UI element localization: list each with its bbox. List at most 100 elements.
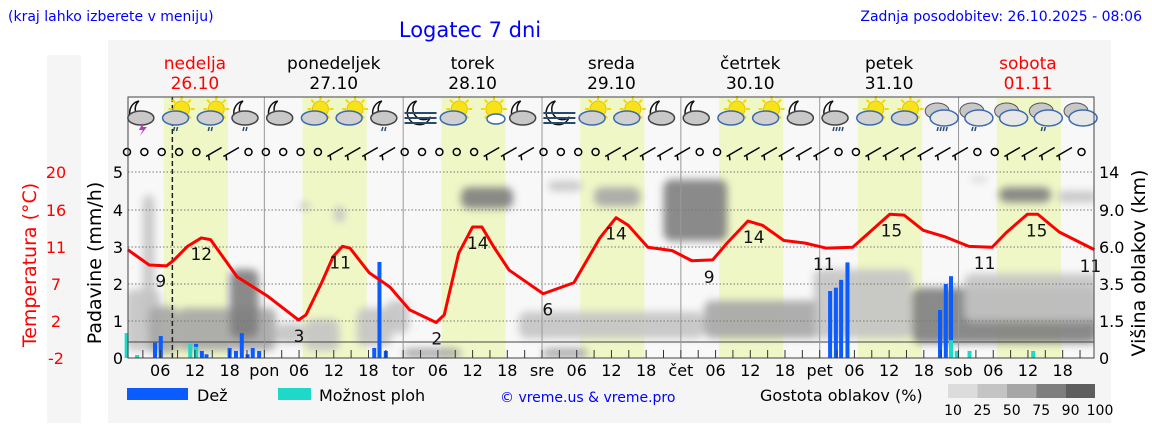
temperature-label: 14 [743, 228, 765, 248]
moon-cloud-rain-icon [231, 100, 259, 132]
wind-barb-icon [813, 146, 830, 161]
cloud-icon [682, 110, 710, 126]
rain-bar [372, 347, 377, 358]
last-updated: Zadnja posodobitev: 26.10.2025 - 08:06 [860, 9, 1142, 25]
cloud-area [518, 311, 704, 339]
cloud-area [970, 177, 988, 182]
legend-rain-label: Dež [197, 386, 228, 405]
rain-drop-icon [971, 126, 974, 132]
day-name: nedelja [164, 54, 226, 74]
cloud-area [304, 319, 340, 351]
calm-wind-icon [851, 147, 861, 157]
temperature-axis-title: Temperatura (°C) [19, 183, 41, 348]
x-tick-label: 06 [567, 361, 587, 380]
wind-barb-shaft [674, 146, 691, 158]
x-tick-label: pet [807, 361, 833, 380]
x-tick-label: tor [392, 361, 415, 380]
density-label: 10 [944, 403, 962, 419]
x-tick-label: 12 [740, 361, 760, 380]
wind-barb-shaft [379, 146, 396, 158]
calm-wind-icon [140, 147, 149, 157]
overcast-heavy-rain-icon [924, 102, 959, 132]
showers-bar [954, 350, 959, 358]
calm-wind-icon [1077, 147, 1086, 157]
calm-wind-icon [157, 147, 166, 157]
cloud-icon [786, 110, 815, 126]
showers-bar [188, 343, 193, 358]
rain-drop-icon [974, 126, 977, 132]
rain-drop-icon [381, 126, 384, 132]
x-tick-label: 18 [775, 361, 795, 380]
temperature-label: 15 [881, 221, 903, 241]
wind-barb-icon [1003, 146, 1021, 161]
wind-barb-flag [659, 154, 662, 161]
location-hint[interactable]: (kraj lahko izberete v meniju) [8, 9, 214, 25]
wind-barb-flag [780, 154, 783, 161]
sun-ray [881, 99, 886, 104]
wind-barb-shaft [1021, 146, 1038, 158]
calm-wind-icon [278, 147, 288, 157]
temperature-label: 2 [431, 329, 442, 349]
wind-barb-icon [795, 146, 813, 161]
moon-cloud-icon [265, 100, 294, 126]
x-tick-label: 12 [185, 361, 205, 380]
wind-barb-flag [728, 154, 731, 161]
cloud-area [542, 348, 589, 358]
cloud-area [594, 187, 641, 207]
legend-cloud-density-label: Gostota oblakov (%) [760, 386, 923, 405]
wind-barb-shaft [361, 146, 379, 158]
wind-barb-shaft [899, 146, 917, 158]
wind-barb-icon [917, 146, 934, 161]
calm-wind-icon [261, 147, 271, 157]
temperature-label: 15 [1026, 221, 1048, 241]
rain-bar [949, 276, 954, 358]
day-name: sobota [999, 54, 1057, 74]
day-date: 26.10 [171, 74, 220, 94]
cloud-icon [486, 113, 506, 125]
rain-drop-icon [1040, 126, 1044, 132]
page-title: Logatec 7 dni [399, 18, 541, 42]
wind-barb-shaft [1003, 146, 1021, 158]
cloud-area [356, 308, 392, 346]
wind-barb-icon [500, 146, 517, 161]
wind-barb-shaft [1056, 146, 1073, 158]
wind-barb-icon [604, 146, 622, 161]
x-tick-label: 18 [1052, 361, 1072, 380]
cloud-height-tick: 3.5 [1099, 275, 1124, 294]
wind-barb-icon [222, 146, 240, 161]
calm-wind-icon [452, 147, 461, 157]
cloud-area [1056, 191, 1094, 203]
cloud-area [461, 187, 514, 209]
cloud-icon [1068, 109, 1098, 127]
cloud-height-tick: 9.0 [1099, 201, 1124, 220]
day-date: 29.10 [587, 74, 636, 94]
temperature-label: 14 [605, 225, 627, 245]
wind-barb-icon [882, 146, 899, 161]
rain-bar [377, 262, 382, 358]
overcast-rain-icon [959, 102, 994, 132]
rain-bar [938, 310, 943, 358]
wind-barb-icon [327, 146, 344, 161]
temperature-label: 9 [704, 268, 715, 288]
moon-cloud-icon [508, 100, 537, 126]
calm-wind-icon [556, 147, 566, 157]
moon-cloud-icon [682, 100, 710, 126]
wind-barb-flag [1058, 154, 1061, 161]
temperature-label: 11 [974, 254, 996, 274]
rain-drop-icon [942, 126, 945, 132]
wind-barb-shaft [795, 146, 813, 158]
wind-barb-flag [520, 154, 523, 161]
legend-showers-swatch [278, 388, 311, 400]
x-tick-label: pon [249, 361, 279, 380]
day-date: 31.10 [865, 74, 914, 94]
sun-ray [206, 99, 211, 104]
copyright-link[interactable]: © vreme.us & vreme.pro [500, 390, 675, 406]
density-label: 90 [1062, 403, 1080, 419]
sun-ray [187, 99, 192, 104]
day-name: petek [865, 54, 913, 74]
x-tick-label: 06 [428, 361, 448, 380]
cloud-area [403, 348, 462, 358]
wind-barb-flag [364, 154, 367, 161]
cloud-height-tick: 6.0 [1099, 238, 1124, 257]
